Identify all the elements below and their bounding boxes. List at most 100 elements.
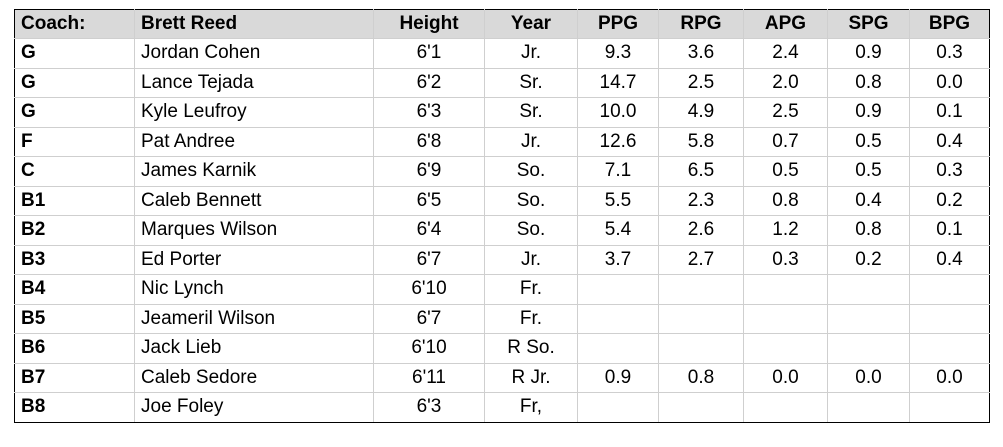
position-cell: G — [14, 67, 135, 98]
year-cell: Sr. — [484, 97, 578, 128]
coach-label: Coach: — [14, 9, 135, 39]
player-name-cell: Ed Porter — [134, 244, 374, 275]
height-cell: 6'1 — [373, 38, 485, 69]
player-name-cell: Joe Foley — [134, 392, 374, 423]
apg-cell: 2.0 — [743, 67, 828, 98]
table-row: B3 Ed Porter 6'7 Jr. 3.7 2.7 0.3 0.2 0.4 — [14, 244, 990, 275]
table-row: F Pat Andree 6'8 Jr. 12.6 5.8 0.7 0.5 0.4 — [14, 126, 990, 157]
height-cell: 6'3 — [373, 392, 485, 423]
year-cell: Jr. — [484, 38, 578, 69]
bpg-cell — [909, 303, 990, 334]
position-cell: G — [14, 97, 135, 128]
table-row: G Jordan Cohen 6'1 Jr. 9.3 3.6 2.4 0.9 0.3 — [14, 38, 990, 69]
player-name-cell: Pat Andree — [134, 126, 374, 157]
apg-cell — [743, 333, 828, 364]
apg-cell: 2.5 — [743, 97, 828, 128]
roster-body: Coach: Brett Reed Height Year PPG RPG AP… — [14, 9, 990, 423]
height-cell: 6'8 — [373, 126, 485, 157]
year-cell: So. — [484, 156, 578, 187]
ppg-cell: 12.6 — [577, 126, 659, 157]
position-cell: B1 — [14, 185, 135, 216]
player-name-cell: James Karnik — [134, 156, 374, 187]
player-name-cell: Caleb Sedore — [134, 362, 374, 393]
table-row: B8 Joe Foley 6'3 Fr, — [14, 392, 990, 423]
ppg-cell: 10.0 — [577, 97, 659, 128]
coach-name: Brett Reed — [134, 9, 374, 39]
position-cell: C — [14, 156, 135, 187]
height-cell: 6'10 — [373, 333, 485, 364]
rpg-cell: 6.5 — [658, 156, 744, 187]
rpg-cell — [658, 333, 744, 364]
col-header-bpg: BPG — [909, 9, 990, 39]
height-cell: 6'2 — [373, 67, 485, 98]
bpg-cell: 0.3 — [909, 38, 990, 69]
year-cell: Sr. — [484, 67, 578, 98]
table-row: B7 Caleb Sedore 6'11 R Jr. 0.9 0.8 0.0 0.0 0.0 — [14, 362, 990, 393]
player-name-cell: Kyle Leufroy — [134, 97, 374, 128]
rpg-cell — [658, 274, 744, 305]
table-row: C James Karnik 6'9 So. 7.1 6.5 0.5 0.5 0.3 — [14, 156, 990, 187]
player-name-cell: Jeameril Wilson — [134, 303, 374, 334]
rpg-cell: 2.7 — [658, 244, 744, 275]
spg-cell — [827, 303, 910, 334]
spg-cell: 0.5 — [827, 156, 910, 187]
spg-cell: 0.9 — [827, 38, 910, 69]
position-cell: B8 — [14, 392, 135, 423]
apg-cell: 2.4 — [743, 38, 828, 69]
player-name-cell: Caleb Bennett — [134, 185, 374, 216]
roster-table: Coach: Brett Reed Height Year PPG RPG AP… — [14, 9, 990, 423]
year-cell: Fr. — [484, 274, 578, 305]
bpg-cell: 0.1 — [909, 97, 990, 128]
ppg-cell: 0.9 — [577, 362, 659, 393]
rpg-cell — [658, 392, 744, 423]
position-cell: B6 — [14, 333, 135, 364]
rpg-cell: 3.6 — [658, 38, 744, 69]
spg-cell: 0.0 — [827, 362, 910, 393]
player-name-cell: Nic Lynch — [134, 274, 374, 305]
spg-cell — [827, 274, 910, 305]
rpg-cell: 4.9 — [658, 97, 744, 128]
position-cell: F — [14, 126, 135, 157]
table-row: B2 Marques Wilson 6'4 So. 5.4 2.6 1.2 0.8 0.1 — [14, 215, 990, 246]
height-cell: 6'5 — [373, 185, 485, 216]
player-name-cell: Jack Lieb — [134, 333, 374, 364]
spg-cell: 0.8 — [827, 215, 910, 246]
bpg-cell — [909, 274, 990, 305]
apg-cell: 0.8 — [743, 185, 828, 216]
height-cell: 6'9 — [373, 156, 485, 187]
ppg-cell: 9.3 — [577, 38, 659, 69]
apg-cell: 0.0 — [743, 362, 828, 393]
bpg-cell: 0.1 — [909, 215, 990, 246]
spg-cell: 0.8 — [827, 67, 910, 98]
spg-cell: 0.9 — [827, 97, 910, 128]
rpg-cell: 0.8 — [658, 362, 744, 393]
position-cell: B5 — [14, 303, 135, 334]
ppg-cell: 3.7 — [577, 244, 659, 275]
bpg-cell: 0.4 — [909, 126, 990, 157]
bpg-cell: 0.4 — [909, 244, 990, 275]
col-header-ppg: PPG — [577, 9, 659, 39]
ppg-cell — [577, 392, 659, 423]
player-name-cell: Lance Tejada — [134, 67, 374, 98]
bpg-cell: 0.2 — [909, 185, 990, 216]
col-header-spg: SPG — [827, 9, 910, 39]
position-cell: B4 — [14, 274, 135, 305]
ppg-cell: 5.5 — [577, 185, 659, 216]
apg-cell: 0.7 — [743, 126, 828, 157]
position-cell: B2 — [14, 215, 135, 246]
height-cell: 6'3 — [373, 97, 485, 128]
header-row: Coach: Brett Reed Height Year PPG RPG AP… — [14, 9, 990, 39]
col-header-year: Year — [484, 9, 578, 39]
year-cell: Jr. — [484, 126, 578, 157]
ppg-cell — [577, 333, 659, 364]
year-cell: R So. — [484, 333, 578, 364]
table-row: B1 Caleb Bennett 6'5 So. 5.5 2.3 0.8 0.4 0.2 — [14, 185, 990, 216]
year-cell: So. — [484, 185, 578, 216]
year-cell: Fr, — [484, 392, 578, 423]
spg-cell: 0.2 — [827, 244, 910, 275]
rpg-cell: 2.3 — [658, 185, 744, 216]
bpg-cell: 0.3 — [909, 156, 990, 187]
year-cell: Jr. — [484, 244, 578, 275]
year-cell: R Jr. — [484, 362, 578, 393]
spg-cell — [827, 392, 910, 423]
